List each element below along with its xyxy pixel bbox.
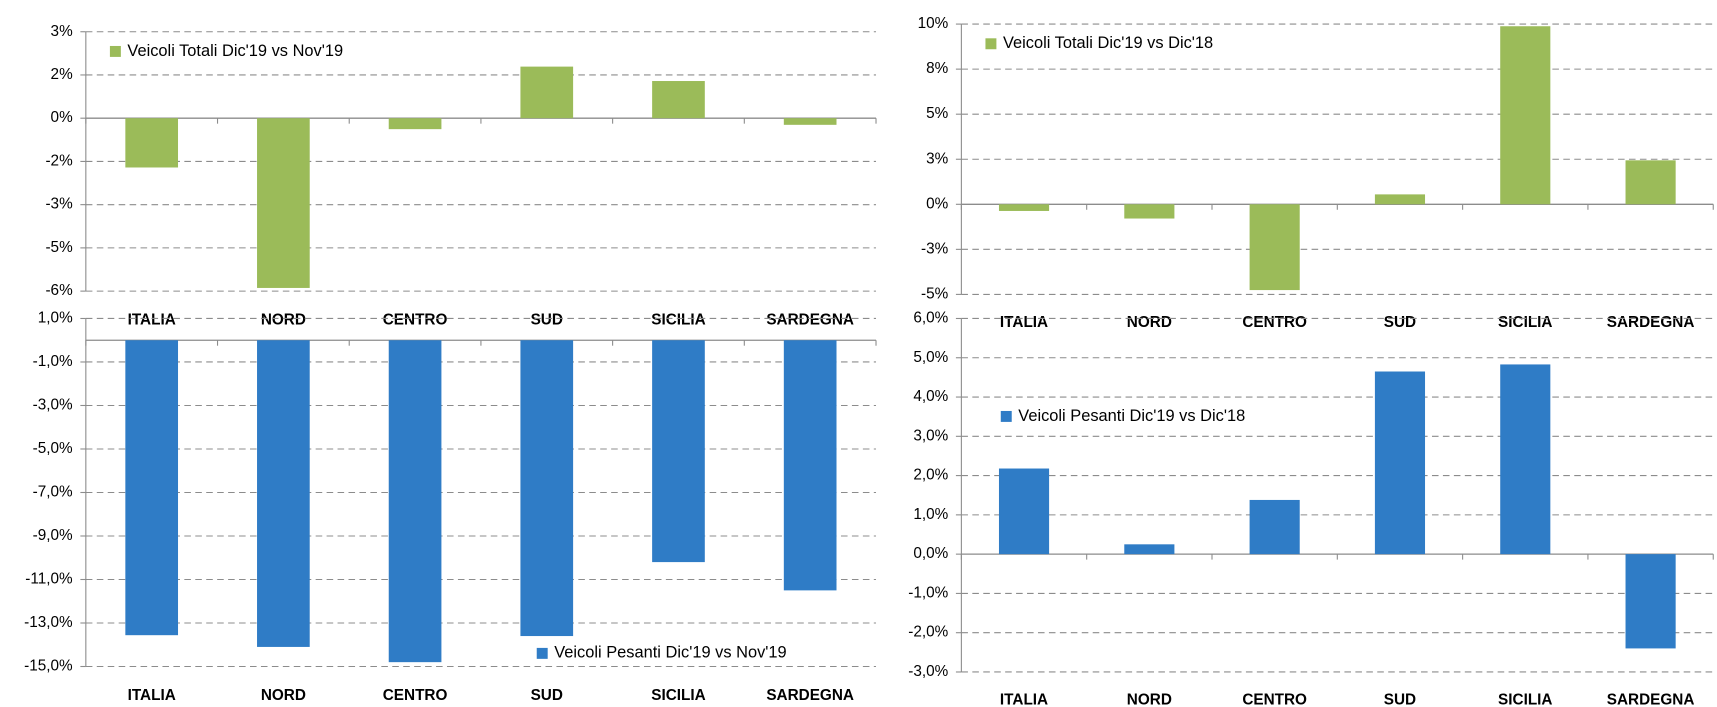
x-tick-label: SUD bbox=[531, 687, 563, 704]
x-tick-label: SUD bbox=[1384, 691, 1416, 707]
bar bbox=[1124, 204, 1175, 219]
y-tick-label: -3% bbox=[45, 196, 73, 213]
y-tick-label: -1,0% bbox=[33, 353, 73, 370]
y-tick-label: 5,0% bbox=[913, 349, 948, 366]
y-tick-label: -3,0% bbox=[908, 663, 948, 680]
x-tick-label: SUD bbox=[531, 312, 563, 329]
x-tick-label: ITALIA bbox=[128, 687, 176, 704]
x-tick-label: ITALIA bbox=[1000, 314, 1048, 331]
y-tick-label: 0% bbox=[926, 195, 949, 212]
y-tick-label: -11,0% bbox=[25, 571, 73, 588]
x-tick-label: NORD bbox=[1127, 314, 1172, 331]
bar bbox=[1249, 499, 1300, 555]
bar bbox=[1625, 160, 1676, 205]
y-tick-label: -2% bbox=[45, 152, 73, 169]
x-tick-label: SUD bbox=[1384, 314, 1416, 331]
legend-label: Veicoli Pesanti Dic'19 vs Nov'19 bbox=[554, 644, 786, 662]
x-tick-label: SICILIA bbox=[1498, 691, 1552, 707]
x-tick-label: SARDEGNA bbox=[1607, 691, 1695, 707]
y-tick-label: -3,0% bbox=[33, 397, 73, 414]
y-tick-label: -5,0% bbox=[33, 440, 73, 457]
y-tick-label: 3,0% bbox=[913, 427, 948, 444]
legend-swatch bbox=[536, 647, 548, 659]
legend-swatch bbox=[109, 45, 121, 57]
y-tick-label: 5% bbox=[926, 105, 949, 122]
legend-label: Veicoli Totali Dic'19 vs Nov'19 bbox=[127, 42, 343, 60]
x-tick-label: SARDEGNA bbox=[766, 687, 854, 704]
y-tick-label: 1,0% bbox=[38, 310, 73, 327]
bar bbox=[1374, 194, 1426, 205]
bar bbox=[1625, 554, 1676, 649]
y-tick-label: 6,0% bbox=[913, 310, 948, 327]
y-tick-label: 10% bbox=[918, 15, 949, 32]
bar bbox=[388, 118, 442, 130]
bar bbox=[998, 204, 1050, 211]
bar bbox=[1124, 544, 1175, 555]
y-tick-label: 4,0% bbox=[913, 388, 948, 405]
y-tick-label: 1,0% bbox=[913, 506, 948, 523]
bar bbox=[257, 118, 310, 288]
y-tick-label: -9,0% bbox=[33, 527, 73, 544]
legend-label: Veicoli Pesanti Dic'19 vs Dic'18 bbox=[1018, 407, 1245, 425]
bar bbox=[520, 66, 574, 119]
y-tick-label: 2% bbox=[51, 66, 74, 83]
y-tick-label: -1,0% bbox=[908, 584, 948, 601]
y-tick-label: -2,0% bbox=[908, 624, 948, 641]
y-tick-label: -5% bbox=[45, 239, 73, 256]
y-tick-label: 8% bbox=[926, 60, 949, 77]
bar bbox=[783, 118, 837, 125]
bar bbox=[1500, 364, 1551, 555]
x-tick-label: ITALIA bbox=[128, 312, 176, 329]
bar bbox=[257, 340, 310, 647]
bar bbox=[520, 340, 574, 637]
x-tick-label: NORD bbox=[1127, 691, 1172, 707]
y-tick-label: 0,0% bbox=[913, 545, 948, 562]
x-tick-label: CENTRO bbox=[383, 312, 448, 329]
bar bbox=[388, 340, 442, 663]
bar bbox=[1374, 371, 1426, 555]
bar bbox=[783, 340, 837, 591]
x-tick-label: SICILIA bbox=[1498, 314, 1552, 331]
x-tick-label: NORD bbox=[261, 312, 306, 329]
x-tick-label: SICILIA bbox=[651, 312, 705, 329]
x-tick-label: SICILIA bbox=[651, 687, 705, 704]
x-tick-label: NORD bbox=[261, 687, 306, 704]
bar bbox=[652, 81, 705, 119]
bar bbox=[1249, 204, 1300, 291]
x-tick-label: CENTRO bbox=[383, 687, 448, 704]
y-tick-label: 2,0% bbox=[913, 467, 948, 484]
y-tick-label: -5% bbox=[921, 285, 949, 302]
x-tick-label: SARDEGNA bbox=[1607, 314, 1695, 331]
y-tick-label: -15,0% bbox=[24, 658, 73, 675]
legend-swatch bbox=[985, 38, 997, 50]
y-tick-label: -13,0% bbox=[24, 614, 73, 631]
bar bbox=[652, 340, 705, 563]
bar bbox=[1500, 26, 1551, 205]
y-tick-label: -3% bbox=[921, 240, 949, 257]
x-tick-label: SARDEGNA bbox=[766, 312, 854, 329]
y-tick-label: 3% bbox=[926, 150, 949, 167]
bar bbox=[125, 118, 179, 168]
x-tick-label: CENTRO bbox=[1242, 691, 1307, 707]
y-tick-label: -6% bbox=[45, 282, 73, 299]
x-tick-label: ITALIA bbox=[1000, 691, 1048, 707]
bar bbox=[125, 340, 179, 636]
y-tick-label: -7,0% bbox=[33, 484, 73, 501]
bar bbox=[998, 468, 1050, 555]
y-tick-label: 3% bbox=[51, 23, 74, 40]
legend-swatch bbox=[1000, 410, 1012, 422]
x-tick-label: CENTRO bbox=[1242, 314, 1307, 331]
y-tick-label: 0% bbox=[51, 109, 74, 126]
legend-label: Veicoli Totali Dic'19 vs Dic'18 bbox=[1003, 34, 1213, 52]
